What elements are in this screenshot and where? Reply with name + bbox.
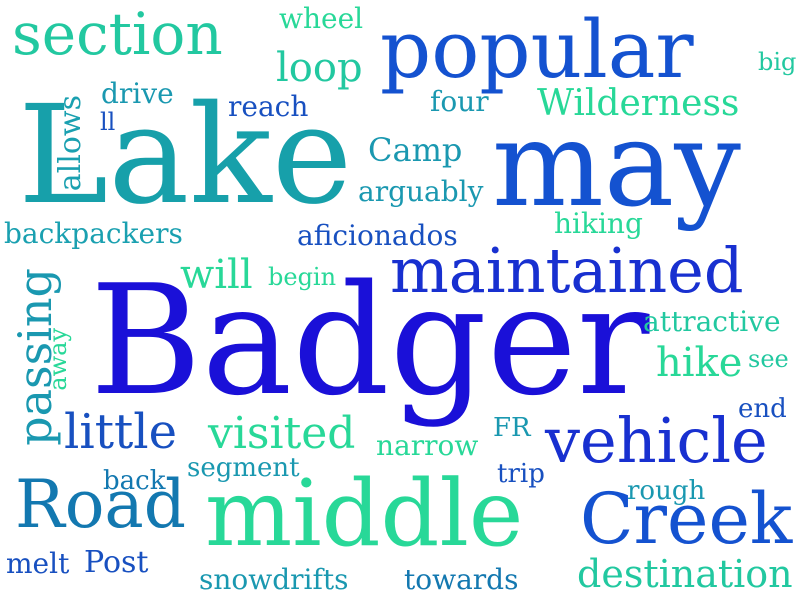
word-hiking: hiking (554, 207, 643, 240)
word-middle: middle (205, 460, 524, 567)
word-melt: melt (6, 547, 70, 580)
word-will: will (180, 252, 253, 298)
word-rough: rough (627, 476, 706, 506)
word-badger: Badger (90, 252, 650, 429)
word-maintained: maintained (390, 234, 744, 307)
word-trip: trip (497, 459, 545, 489)
word-segment: segment (187, 453, 300, 483)
word-road: Road (15, 466, 187, 543)
word-aficionados: aficionados (297, 219, 458, 252)
word-drive: drive (101, 77, 174, 110)
word-allows: allows (53, 95, 88, 192)
word-popular: popular (380, 3, 694, 96)
word-see: see (748, 345, 789, 373)
word-post: Post (84, 545, 149, 580)
word-loop: loop (276, 45, 363, 91)
word-narrow: narrow (376, 429, 479, 462)
word-destination: destination (577, 552, 793, 596)
word-away: away (44, 328, 72, 391)
word-vehicle: vehicle (545, 404, 768, 477)
word-ll: ll (100, 108, 116, 136)
word-camp: Camp (368, 131, 463, 169)
word-little: little (64, 404, 178, 460)
word-backpackers: backpackers (4, 217, 183, 250)
word-big: big (758, 48, 797, 76)
word-section: section (12, 0, 223, 68)
word-may: may (492, 95, 741, 233)
word-towards: towards (404, 563, 519, 596)
word-wilderness: Wilderness (537, 83, 740, 124)
word-wheel: wheel (279, 2, 364, 35)
word-hike: hike (656, 340, 743, 386)
word-creek: Creek (580, 478, 793, 560)
word-fr: FR (493, 413, 531, 443)
word-back: back (103, 466, 166, 496)
word-lake: Lake (18, 77, 353, 235)
word-attractive: attractive (643, 305, 781, 338)
word-four: four (430, 85, 489, 118)
word-begin: begin (268, 263, 337, 291)
word-snowdrifts: snowdrifts (199, 563, 349, 596)
word-arguably: arguably (358, 175, 484, 208)
word-reach: reach (228, 90, 309, 123)
word-visited: visited (208, 408, 356, 459)
word-end: end (738, 394, 787, 424)
